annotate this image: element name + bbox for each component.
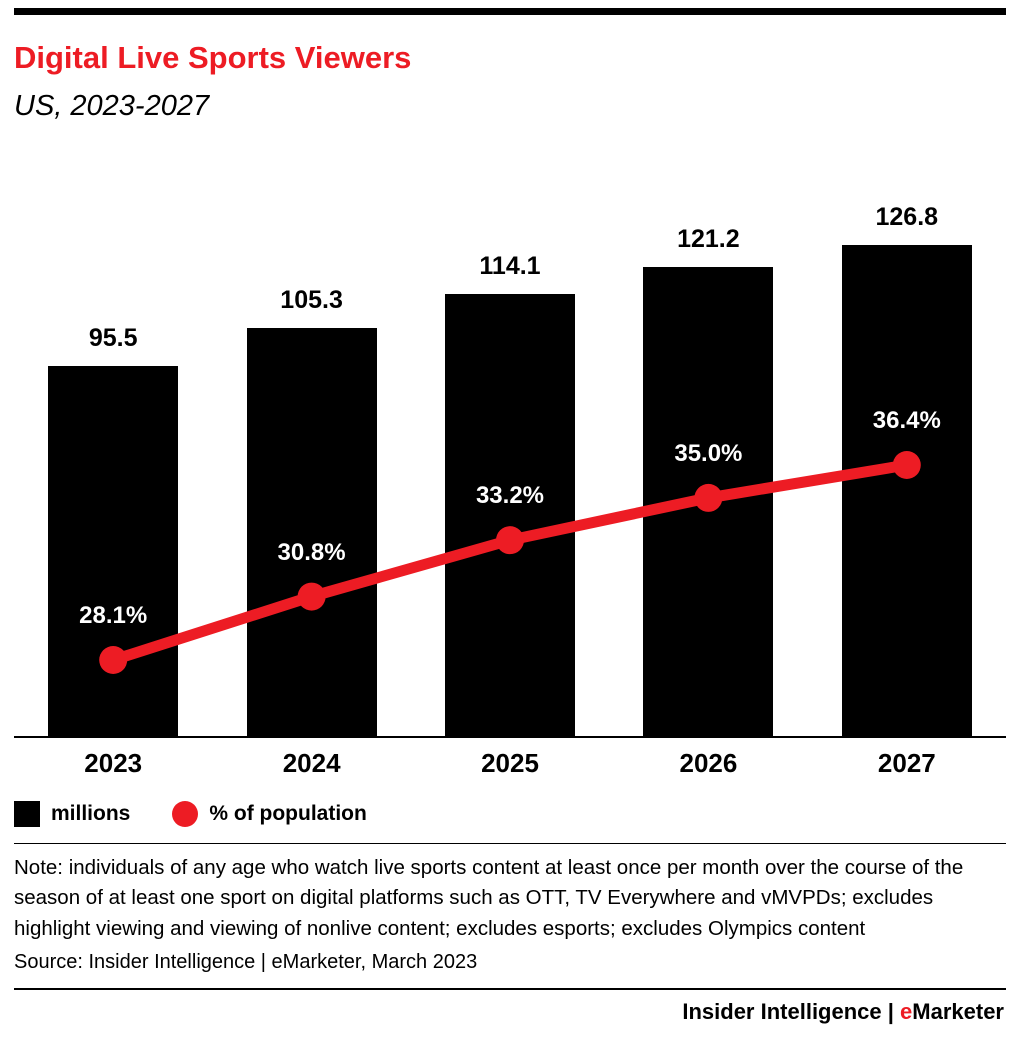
legend-swatch-percent (172, 800, 199, 827)
bar-value-2023: 95.5 (88, 324, 138, 353)
page-title: Digital Live Sports Viewers (14, 40, 412, 75)
plot-area: 95.5 105.3 114.1 121.2 126.8 28.1% 30.8% 33.2% 3… (14, 175, 1006, 738)
percent-dot-2027 (892, 450, 921, 479)
note-text: Note: individuals of any age who watch l… (14, 855, 964, 940)
percent-dot-2026 (694, 483, 723, 512)
chart: 95.5 105.3 114.1 121.2 126.8 28.1% 30.8% 33.2% 3… (14, 175, 1006, 779)
x-tick-2026: 2026 (679, 747, 738, 778)
top-rule (14, 8, 1006, 15)
bar-2023 (48, 366, 179, 736)
x-tick-2023: 2023 (84, 747, 143, 778)
x-tick-2025: 2025 (481, 747, 539, 778)
legend-label-millions: millions (51, 801, 131, 825)
legend-swatch-millions (14, 800, 40, 827)
percent-value-2027: 36.4% (872, 406, 941, 434)
bar-2025 (445, 294, 575, 736)
bar-value-2026: 121.2 (677, 224, 740, 253)
percent-dot-2024 (297, 582, 326, 611)
legend: millions % of population (14, 799, 1006, 829)
percent-dot-2025 (496, 526, 524, 555)
bar-2024 (246, 328, 377, 736)
footer-separator: | (881, 998, 901, 1024)
note-divider (14, 842, 1006, 844)
footer-insider-intelligence: Insider Intelligence (682, 998, 882, 1024)
footer-emarketer-rest: Marketer (912, 998, 1004, 1024)
x-axis-labels: 2023 2024 2025 2026 2027 (14, 738, 1006, 779)
bar-value-2027: 126.8 (875, 202, 939, 231)
bar-value-2025: 114.1 (479, 252, 541, 281)
bar-2027 (841, 244, 972, 736)
source-text: Source: Insider Intelligence | eMarketer… (14, 950, 478, 973)
x-tick-2024: 2024 (282, 747, 341, 778)
percent-line-svg (99, 450, 921, 674)
percent-value-2024: 30.8% (277, 538, 346, 566)
bar-value-2024: 105.3 (280, 286, 343, 315)
percent-value-2026: 35.0% (674, 439, 743, 467)
percent-value-2025: 33.2% (475, 482, 545, 510)
footer-brand: Insider Intelligence | eMarketer (14, 990, 1006, 1035)
x-tick-2027: 2027 (877, 747, 936, 778)
footer-rule (14, 987, 1006, 990)
percent-value-2023: 28.1% (79, 601, 148, 629)
page-subtitle: US, 2023-2027 (14, 90, 210, 123)
percent-dot-2023 (99, 645, 128, 674)
footer-emarketer-e: e (900, 998, 913, 1024)
legend-label-percent: % of population (209, 801, 367, 825)
